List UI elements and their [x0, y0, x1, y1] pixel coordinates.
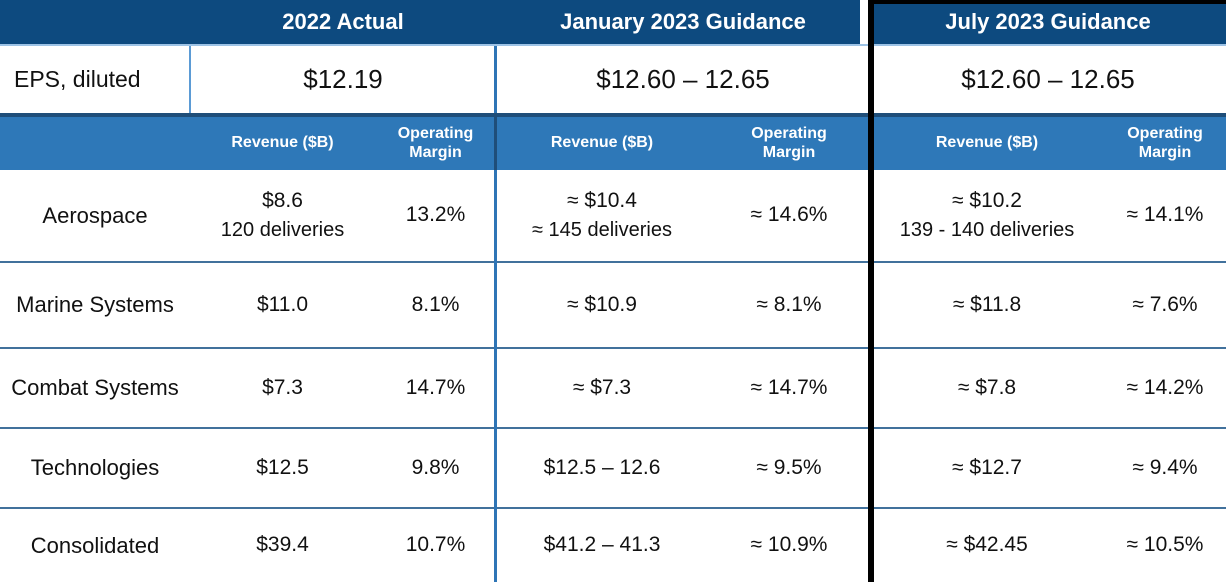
eps-cell-divider — [189, 46, 191, 113]
subheader-spacer — [0, 117, 190, 170]
subheader-margin-january: Operating Margin — [751, 125, 827, 161]
column-divider-blue — [494, 46, 497, 582]
segment-label: Aerospace — [42, 202, 148, 228]
segment-label: Marine Systems — [16, 292, 174, 317]
revenue-cell-january: $41.2 – 41.3 — [543, 533, 661, 557]
margin-cell-july: ≈ 9.4% — [1132, 455, 1198, 479]
revenue-cell-2022: $7.3 — [262, 375, 303, 399]
column-header-label: July 2023 Guidance — [945, 9, 1151, 34]
revenue-cell-2022: $8.6 120 deliveries — [190, 170, 375, 261]
table-row-aerospace: Aerospace $8.6 120 deliveries 13.2% ≈ $1… — [0, 170, 1226, 261]
revenue-cell-july: ≈ $12.7 — [952, 455, 1022, 479]
margin-cell-2022: 13.2% — [405, 203, 466, 227]
deliveries-note: 120 deliveries — [220, 219, 345, 242]
eps-value-january: $12.60 – 12.65 — [596, 64, 770, 94]
revenue-cell-july: ≈ $7.8 — [957, 375, 1017, 399]
margin-cell-july: ≈ 14.1% — [1126, 203, 1204, 227]
column-header-january-2023-guidance: January 2023 Guidance — [496, 0, 870, 44]
header-gap — [860, 0, 868, 44]
margin-cell-2022: 8.1% — [411, 292, 460, 316]
subheader-margin-2022: Operating Margin — [397, 125, 474, 161]
margin-cell-january: ≈ 10.9% — [750, 533, 828, 557]
revenue-cell-july: ≈ $10.2 139 - 140 deliveries — [870, 170, 1104, 261]
table-row-consolidated: Consolidated $39.4 10.7% $41.2 – 41.3 ≈ … — [0, 507, 1226, 582]
column-header-label: 2022 Actual — [282, 9, 404, 34]
eps-row: EPS, diluted $12.19 $12.60 – 12.65 $12.6… — [0, 46, 1226, 113]
column-divider-blue-dark-segment — [494, 113, 497, 170]
eps-value-july: $12.60 – 12.65 — [961, 64, 1135, 94]
margin-cell-2022: 9.8% — [411, 455, 460, 479]
margin-cell-july: ≈ 7.6% — [1132, 292, 1198, 316]
revenue-value: ≈ $10.4 — [567, 188, 637, 212]
subheader-margin-july: Operating Margin — [1127, 125, 1203, 161]
header-bottom-border — [0, 44, 1226, 46]
revenue-cell-2022: $11.0 — [257, 292, 308, 316]
header-row: 2022 Actual January 2023 Guidance July 2… — [0, 0, 1226, 44]
deliveries-note: ≈ 145 deliveries — [532, 219, 672, 242]
july-section-top-frame — [868, 0, 1226, 4]
subheader-revenue-2022: Revenue ($B) — [231, 134, 334, 152]
revenue-cell-january: ≈ $7.3 — [572, 375, 632, 399]
revenue-cell-2022: $39.4 — [256, 533, 309, 557]
segment-label: Consolidated — [30, 532, 160, 558]
column-header-2022-actual: 2022 Actual — [190, 0, 496, 44]
revenue-cell-july: ≈ $11.8 — [952, 292, 1022, 316]
margin-cell-july: ≈ 14.2% — [1126, 375, 1204, 399]
segment-label: Technologies — [30, 455, 160, 480]
header-spacer — [0, 0, 190, 44]
margin-cell-july: ≈ 10.5% — [1126, 533, 1204, 557]
column-header-july-2023-guidance: July 2023 Guidance — [870, 0, 1226, 44]
subheader-revenue-july: Revenue ($B) — [935, 134, 1039, 152]
table-row-marine-systems: Marine Systems $11.0 8.1% ≈ $10.9 ≈ 8.1%… — [0, 261, 1226, 347]
margin-cell-2022: 14.7% — [405, 375, 466, 399]
revenue-cell-july: ≈ $42.45 — [946, 533, 1028, 557]
margin-cell-january: ≈ 14.7% — [750, 375, 828, 399]
subheader-row: Revenue ($B) Operating Margin Revenue ($… — [0, 117, 1226, 170]
eps-value-2022: $12.19 — [303, 64, 383, 94]
table-row-technologies: Technologies $12.5 9.8% $12.5 – 12.6 ≈ 9… — [0, 427, 1226, 507]
revenue-value: ≈ $10.2 — [952, 188, 1022, 212]
table-row-combat-systems: Combat Systems $7.3 14.7% ≈ $7.3 ≈ 14.7%… — [0, 347, 1226, 427]
margin-cell-january: ≈ 9.5% — [756, 455, 822, 479]
margin-cell-january: ≈ 8.1% — [756, 292, 822, 316]
july-section-left-frame — [868, 0, 874, 582]
revenue-cell-2022: $12.5 — [256, 455, 309, 479]
subheader-revenue-january: Revenue ($B) — [550, 134, 654, 152]
margin-cell-january: ≈ 14.6% — [750, 203, 828, 227]
margin-cell-2022: 10.7% — [405, 533, 466, 557]
revenue-cell-january: ≈ $10.9 — [567, 292, 637, 316]
column-header-label: January 2023 Guidance — [560, 9, 806, 34]
eps-label: EPS, diluted — [14, 66, 141, 92]
eps-row-bottom-border — [0, 113, 1226, 117]
revenue-value: $8.6 — [262, 188, 303, 212]
revenue-cell-january: ≈ $10.4 ≈ 145 deliveries — [496, 170, 708, 261]
segment-label: Combat Systems — [11, 375, 179, 400]
deliveries-note: 139 - 140 deliveries — [899, 219, 1075, 242]
revenue-cell-january: $12.5 – 12.6 — [543, 455, 661, 479]
